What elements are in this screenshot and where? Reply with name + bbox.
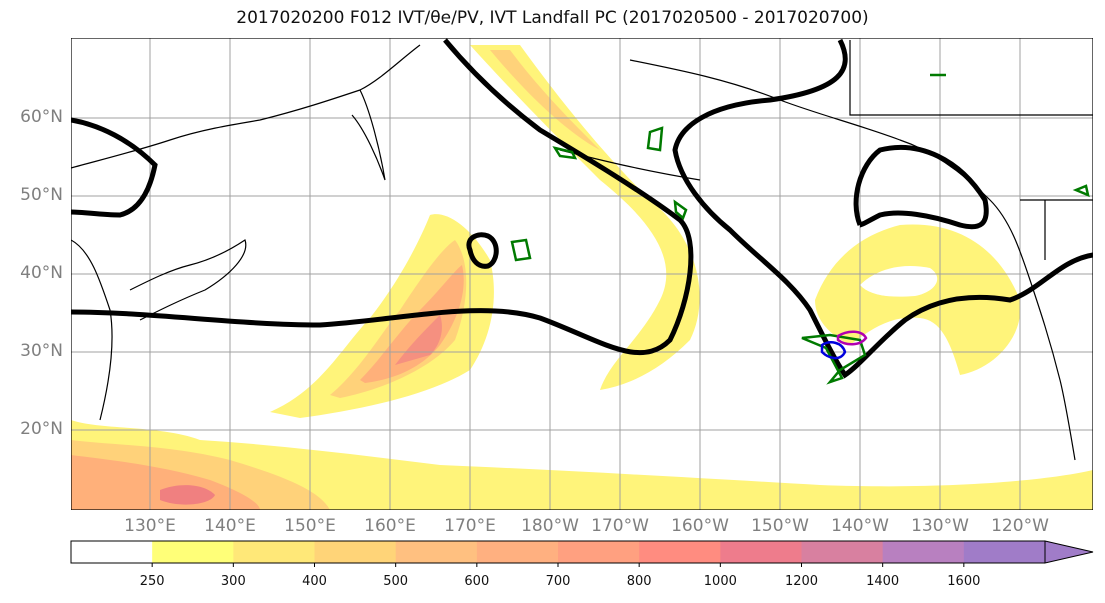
lat-label: 60°N: [20, 107, 63, 127]
pc-green-2: [646, 126, 664, 152]
lon-label: 120°W: [991, 516, 1049, 536]
pc-green-7: [1072, 184, 1090, 198]
coast-china: [71, 239, 113, 421]
colorbar-tick-label: 500: [383, 574, 409, 589]
lon-label: 180°W: [521, 516, 579, 536]
pc-magenta-1: [836, 330, 868, 346]
lon-label: 140°W: [831, 516, 889, 536]
lon-label: 170°W: [591, 516, 649, 536]
map-title: 2017020200 F012 IVT/θe/PV, IVT Landfall …: [0, 8, 1105, 28]
ivt-tropics-west: [71, 420, 1093, 510]
colorbar-segment: [882, 541, 965, 563]
colorbar-segment: [152, 541, 234, 563]
pv-contour-ring: [466, 232, 499, 269]
map-area: [71, 38, 1093, 510]
colorbar-segment: [233, 541, 315, 563]
lon-label: 140°E: [204, 516, 256, 536]
border-canada: [849, 40, 1093, 116]
ivt-tropics-west-peak: [160, 485, 215, 505]
border-states: [1020, 199, 1093, 260]
colorbar-segment: [963, 541, 1046, 563]
lon-label: 150°W: [751, 516, 809, 536]
coast-korea-japan: [129, 239, 247, 321]
colorbar-tick-label: 1600: [947, 574, 981, 589]
colorbar-tick-label: 1400: [866, 574, 900, 589]
lat-label: 40°N: [20, 263, 63, 283]
colorbar-segment: [801, 541, 884, 563]
ivt-band-north-mid: [490, 50, 600, 150]
pc-contours: [510, 73, 1090, 385]
lon-label: 150°E: [284, 516, 336, 536]
lon-label: 170°E: [444, 516, 496, 536]
pc-green-1: [510, 238, 532, 262]
pv-contours: [71, 38, 1093, 379]
colorbar-tick-label: 800: [626, 574, 652, 589]
pv-contour-main: [71, 38, 694, 356]
coast-kamchatka: [351, 89, 386, 181]
lon-label: 130°W: [911, 516, 969, 536]
pv-contour-east: [672, 38, 1093, 379]
pc-blue-1: [820, 341, 847, 360]
colorbar-extend-arrow: [1044, 540, 1094, 564]
lat-label: 30°N: [20, 341, 63, 361]
ivt-band-north: [470, 45, 700, 390]
lat-label: 50°N: [20, 185, 63, 205]
pc-green-3: [673, 199, 688, 221]
colorbar-tick-label: 400: [302, 574, 327, 589]
colorbar-segment: [71, 541, 153, 563]
colorbar-tick-label: 600: [464, 574, 490, 589]
grid-lines: [71, 38, 1093, 510]
pv-contour-west: [71, 117, 158, 218]
lon-label: 130°E: [124, 516, 176, 536]
colorbar-segment: [314, 541, 397, 563]
pc-green-4: [552, 146, 578, 160]
colorbar-tick-label: 300: [220, 574, 246, 589]
colorbar-tick-label: 250: [139, 574, 165, 589]
lon-label: 160°W: [671, 516, 729, 536]
colorbar-segment: [395, 541, 478, 563]
colorbar-tick-label: 700: [545, 574, 571, 589]
ivt-plume-east: [815, 224, 1021, 375]
colorbar-segment: [639, 541, 721, 563]
lon-label: 160°E: [364, 516, 416, 536]
colorbar-segment: [720, 541, 802, 563]
pv-contour-ne: [853, 144, 989, 230]
title-text: 2017020200 F012 IVT/θe/PV, IVT Landfall …: [236, 8, 869, 28]
ivt-plume-central-high: [360, 265, 464, 383]
colorbar-tick-label: 1000: [703, 574, 737, 589]
colorbar: [70, 540, 1094, 567]
colorbar-tick-label: 1200: [784, 574, 819, 589]
colorbar-segment: [558, 541, 640, 563]
colorbar-segment: [476, 541, 559, 563]
lat-label: 20°N: [20, 419, 63, 439]
